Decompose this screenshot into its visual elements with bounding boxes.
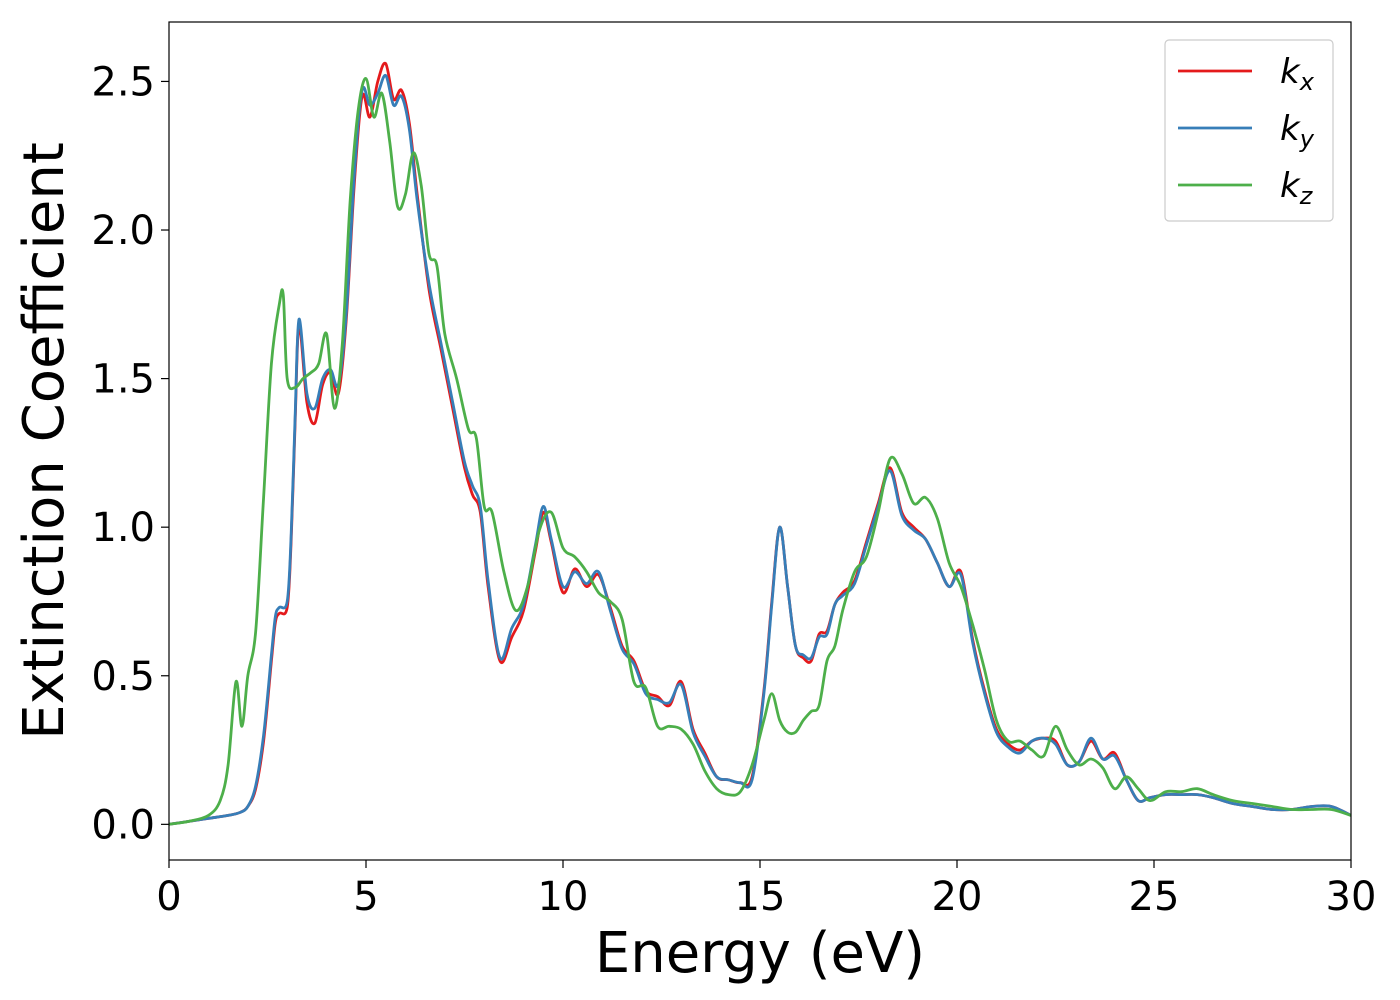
series-lines bbox=[168, 61, 1352, 826]
y-tick-label: 0.0 bbox=[91, 802, 155, 848]
y-tick-label: 2.0 bbox=[91, 208, 155, 254]
x-tick-label: 25 bbox=[1129, 874, 1180, 920]
y-tick-label: 2.5 bbox=[91, 59, 155, 105]
x-tick-label: 0 bbox=[156, 874, 181, 920]
x-tick-label: 10 bbox=[538, 874, 589, 920]
series-line-k-z bbox=[168, 77, 1352, 826]
x-tick-label: 15 bbox=[735, 874, 786, 920]
legend-label-k-y: ky bbox=[1280, 109, 1315, 153]
x-axis: 0 5 10 15 20 25 30 bbox=[156, 860, 1376, 920]
y-tick-label: 0.5 bbox=[91, 654, 155, 700]
legend-label-k-x: kx bbox=[1280, 52, 1315, 96]
y-tick-label: 1.0 bbox=[91, 505, 155, 551]
y-axis-title: Extinction Coefficient bbox=[12, 142, 77, 740]
legend-label-k-z: kz bbox=[1280, 166, 1314, 210]
y-axis: 0.0 0.5 1.0 1.5 2.0 2.5 bbox=[91, 59, 169, 848]
x-axis-title: Energy (eV) bbox=[595, 921, 925, 986]
legend-box bbox=[1164, 39, 1334, 222]
x-tick-label: 30 bbox=[1326, 874, 1377, 920]
x-tick-label: 5 bbox=[353, 874, 378, 920]
y-tick-label: 1.5 bbox=[91, 357, 155, 403]
x-tick-label: 20 bbox=[932, 874, 983, 920]
legend: kx ky kz bbox=[1164, 39, 1334, 222]
series-line-k-y bbox=[168, 74, 1352, 826]
